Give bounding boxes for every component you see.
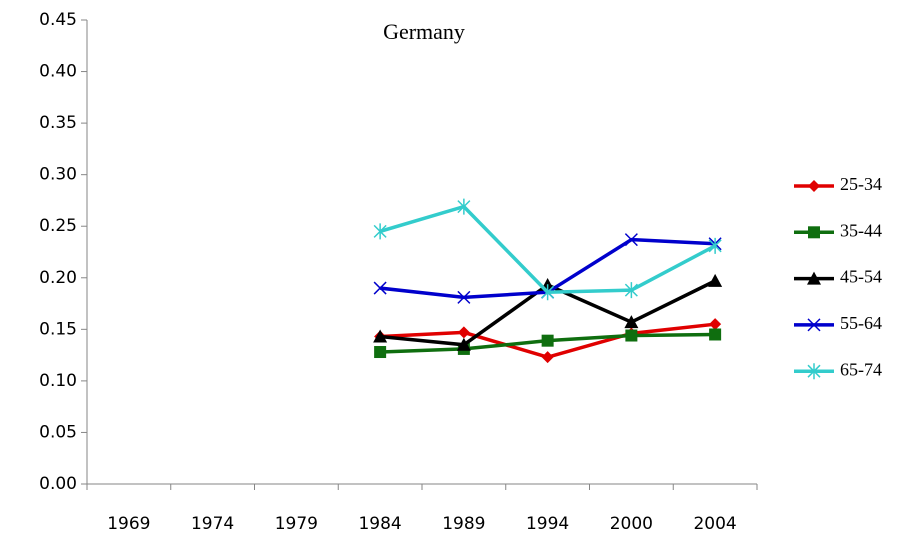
marker [541, 334, 554, 347]
chart-title: Germany [383, 19, 465, 44]
legend-label: 25-34 [840, 174, 882, 194]
marker [541, 284, 555, 301]
y-tick-label: 0.10 [39, 371, 77, 391]
marker [625, 329, 638, 342]
x-tick-label: 1989 [442, 514, 485, 534]
x-tick-label: 2000 [610, 514, 653, 534]
y-tick-label: 0.45 [39, 10, 77, 30]
y-tick-label: 0.15 [39, 319, 77, 339]
marker [456, 337, 471, 351]
marker [708, 273, 723, 287]
y-tick-label: 0.40 [39, 62, 77, 82]
marker [709, 318, 722, 331]
x-tick-label: 1979 [275, 514, 318, 534]
y-tick-label: 0.35 [39, 113, 77, 133]
legend-label: 45-54 [840, 267, 882, 287]
y-tick-label: 0.20 [39, 268, 77, 288]
y-tick-label: 0.30 [39, 165, 77, 185]
marker [624, 282, 638, 299]
x-tick-label: 1994 [526, 514, 569, 534]
x-tick-label: 1974 [191, 514, 234, 534]
x-tick-label: 1969 [107, 514, 150, 534]
marker [457, 198, 471, 215]
marker [709, 328, 722, 341]
marker [808, 180, 820, 192]
y-tick-label: 0.05 [39, 422, 77, 442]
legend-label: 35-44 [840, 220, 882, 240]
marker [624, 315, 639, 329]
marker [457, 290, 471, 304]
marker [708, 237, 722, 254]
marker [373, 223, 387, 240]
x-tick-label: 2004 [693, 514, 736, 534]
legend-label: 65-74 [840, 359, 882, 379]
y-tick-label: 0.25 [39, 216, 77, 236]
marker [807, 363, 821, 380]
x-tick-label: 1984 [358, 514, 401, 534]
marker [373, 329, 388, 343]
marker [807, 318, 821, 332]
marker [807, 271, 821, 285]
marker [624, 233, 638, 247]
marker [541, 351, 554, 364]
legend-label: 55-64 [840, 313, 882, 333]
marker [374, 346, 387, 359]
marker [808, 226, 820, 239]
y-tick-label: 0.00 [39, 474, 77, 494]
marker [373, 281, 387, 295]
marker [457, 326, 470, 339]
